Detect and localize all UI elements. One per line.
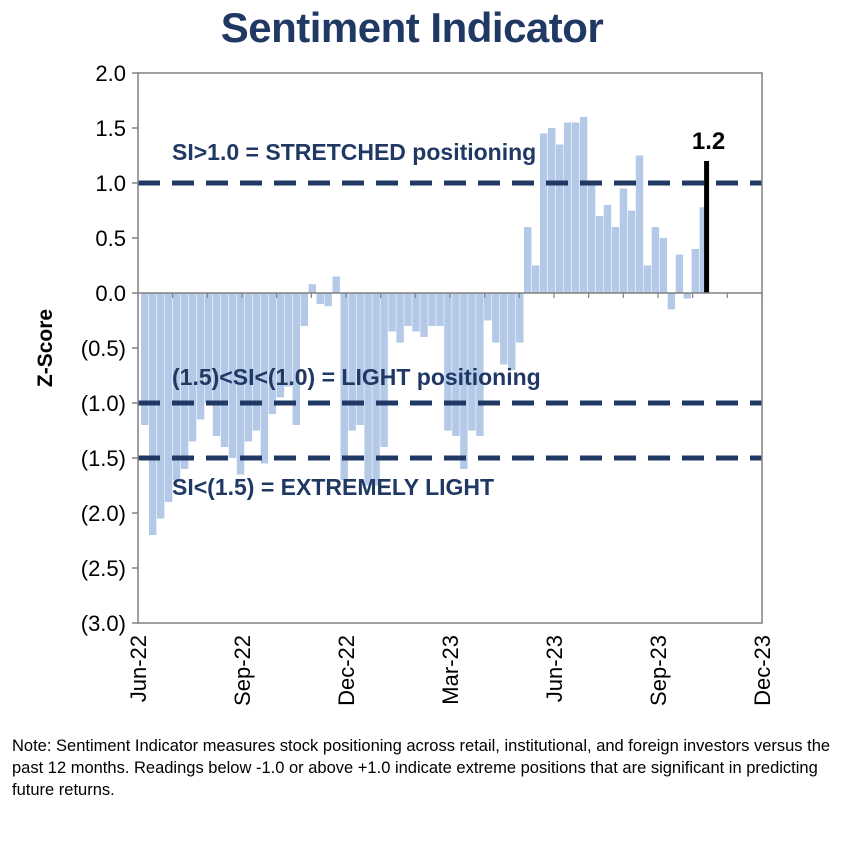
data-bar: [340, 293, 348, 480]
threshold-label: SI<(1.5) = EXTREMELY LIGHT: [172, 474, 494, 500]
data-bar: [364, 293, 372, 486]
data-bar: [180, 293, 189, 469]
data-bar: [699, 207, 707, 293]
data-bar: [444, 293, 452, 431]
data-bar: [452, 293, 460, 436]
data-bar: [284, 293, 292, 387]
data-bar: [188, 293, 197, 442]
sentiment-chart: 1.2 SI>1.0 = STRETCHED positioning (1.5)<S…: [34, 61, 775, 706]
data-bar: [149, 293, 157, 535]
y-tick-label: (0.5): [81, 336, 126, 361]
data-bar: [172, 293, 181, 480]
threshold-label: SI>1.0 = STRETCHED positioning: [172, 139, 536, 165]
data-bar: [579, 117, 588, 293]
data-bar: [595, 216, 604, 293]
x-tick-label: Dec-22: [334, 635, 359, 706]
data-bar: [532, 265, 540, 293]
data-bar: [388, 293, 396, 332]
data-bar: [484, 293, 492, 321]
data-bar: [157, 293, 165, 519]
data-bar: [372, 293, 380, 486]
data-bar: [492, 293, 500, 343]
x-tick-label: Mar-23: [438, 635, 463, 705]
data-bar: [460, 293, 468, 469]
data-bar: [675, 254, 684, 293]
data-bar: [587, 183, 596, 293]
data-bar: [436, 293, 444, 326]
data-bar: [556, 144, 564, 293]
data-bar: [468, 293, 476, 431]
data-bar: [324, 293, 332, 307]
data-bar: [141, 293, 149, 425]
x-tick-label: Dec-23: [750, 635, 775, 706]
chart-title: Sentiment Indicator: [220, 4, 604, 51]
threshold-label: (1.5)<SI<(1.0) = LIGHT positioning: [172, 364, 541, 390]
x-tick-label: Sep-22: [230, 635, 255, 706]
data-bar: [196, 293, 205, 420]
data-bar: [348, 293, 356, 431]
data-bar: [500, 293, 508, 365]
data-bar: [236, 293, 245, 475]
y-tick-label: 1.5: [95, 116, 126, 141]
data-bar: [252, 293, 261, 431]
data-bar: [611, 227, 620, 293]
data-bar: [619, 188, 628, 293]
data-bar: [228, 293, 237, 458]
data-bar: [316, 293, 324, 304]
data-bar: [244, 293, 253, 442]
data-bar: [643, 265, 652, 293]
x-tick-label: Sep-23: [646, 635, 671, 706]
data-bar: [412, 293, 420, 332]
data-bar: [627, 210, 636, 293]
data-bar: [356, 293, 364, 425]
latest-value-label: 1.2: [692, 128, 725, 155]
data-bar: [635, 155, 644, 293]
y-tick-label: (2.5): [81, 556, 126, 581]
data-bar: [508, 293, 516, 370]
data-bar: [276, 293, 285, 398]
data-bar: [332, 276, 340, 293]
y-tick-label: (2.0): [81, 501, 126, 526]
data-bar: [691, 249, 699, 293]
data-bar: [571, 122, 580, 293]
data-bar: [308, 284, 316, 293]
data-bar: [268, 293, 277, 414]
data-bar: [540, 133, 548, 293]
y-tick-label: (1.0): [81, 391, 126, 416]
y-tick-label: (3.0): [81, 611, 126, 636]
data-bar: [404, 293, 412, 326]
data-bar: [603, 205, 612, 293]
data-bar: [420, 293, 428, 337]
data-bar: [292, 293, 300, 425]
y-tick-label: 2.0: [95, 61, 126, 86]
data-bar: [683, 293, 691, 299]
y-tick-label: 0.0: [95, 281, 126, 306]
data-bar: [516, 293, 524, 343]
data-bar: [476, 293, 484, 436]
chart-note: Note: Sentiment Indicator measures stock…: [12, 737, 831, 799]
data-bar: [396, 293, 404, 343]
data-bar: [300, 293, 308, 326]
data-bar: [563, 122, 572, 293]
x-tick-label: Jun-23: [542, 635, 567, 702]
data-bar: [651, 227, 660, 293]
y-axis-title: Z-Score: [34, 309, 57, 387]
x-tick-label: Jun-22: [126, 635, 151, 702]
y-tick-label: 1.0: [95, 171, 126, 196]
data-bar: [164, 293, 173, 502]
data-bar: [524, 227, 532, 293]
y-tick-label: (1.5): [81, 446, 126, 471]
data-bar: [220, 293, 229, 447]
data-bar: [212, 293, 221, 436]
data-bar: [260, 293, 269, 464]
data-bar: [428, 293, 436, 326]
data-bar: [659, 238, 668, 293]
y-tick-label: 0.5: [95, 226, 126, 251]
data-bar: [204, 293, 213, 403]
data-bar: [548, 128, 556, 293]
data-bar: [667, 293, 676, 310]
data-bar: [380, 293, 388, 447]
